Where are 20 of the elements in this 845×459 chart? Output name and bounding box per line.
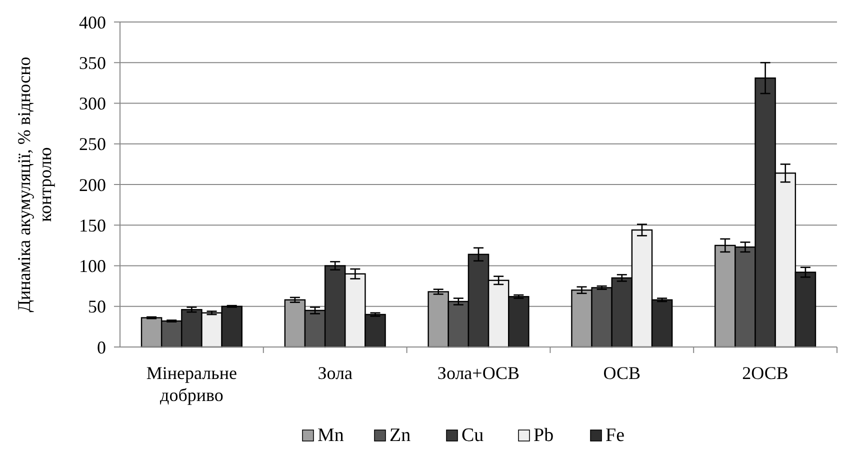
y-tick-label: 50 <box>88 296 106 317</box>
legend-label: Fe <box>606 425 624 446</box>
y-tick-label: 400 <box>79 12 106 32</box>
y-tick-label: 250 <box>79 134 106 154</box>
legend-label: Cu <box>462 425 484 446</box>
y-tick-label: 0 <box>97 337 106 358</box>
x-tick-label: 2ОСВ <box>742 363 788 383</box>
x-tick-label: Зола <box>318 363 352 383</box>
y-tick-label: 200 <box>79 174 106 195</box>
y-tick-label: 350 <box>79 52 106 73</box>
y-tick-label: 300 <box>79 94 106 114</box>
legend-label: Zn <box>390 425 412 446</box>
y-tick-label: 150 <box>79 215 106 236</box>
legend-label: Pb <box>534 425 554 446</box>
y-tick-label: 100 <box>79 256 106 276</box>
x-tick-label: Зола+ОСВ <box>437 363 520 383</box>
y-axis-title: Динаміка акумуляції, % відносно контролю <box>14 56 55 312</box>
x-tick-label: ОСВ <box>603 363 641 383</box>
legend-label: Mn <box>318 425 344 446</box>
x-tick-label: Мінеральне добриво <box>146 363 238 405</box>
